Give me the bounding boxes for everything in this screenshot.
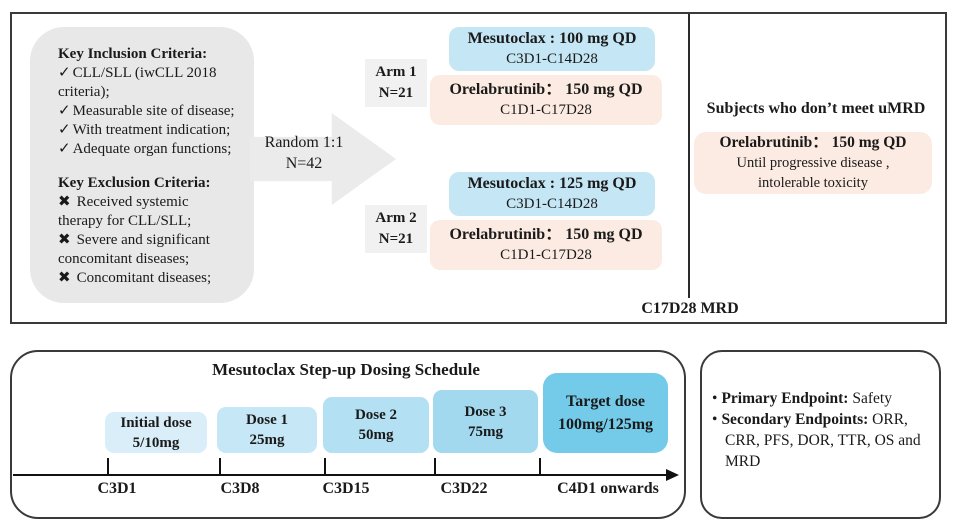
inclusion-criteria-title: Key Inclusion Criteria: bbox=[58, 46, 208, 62]
dose-step-2: Dose 2 50mg bbox=[323, 397, 429, 453]
drug-dose-line: Orelabrutinib： 150 mg QD bbox=[449, 81, 643, 98]
arm1-orelabrutinib-box: Orelabrutinib： 150 mg QD C1D1-C17D28 bbox=[430, 75, 662, 125]
timeline-tick bbox=[219, 458, 221, 475]
arm1-label-box: Arm 1 N=21 bbox=[365, 59, 427, 107]
timeline-label: C3D22 bbox=[440, 480, 488, 497]
drug-schedule-line: C1D1-C17D28 bbox=[500, 247, 592, 263]
timeline-label: C4D1 onwards bbox=[557, 480, 659, 497]
bullet-icon: • bbox=[712, 390, 718, 407]
drug-dose-line: Mesutoclax : 100 mg QD bbox=[467, 30, 637, 47]
drug-schedule-line: C3D1-C14D28 bbox=[506, 51, 598, 67]
bullet-icon: • bbox=[712, 411, 718, 428]
timeline-tick bbox=[324, 458, 326, 475]
timeline-axis bbox=[13, 474, 669, 476]
timeline-label: C3D8 bbox=[220, 480, 260, 497]
timeline-tick bbox=[107, 458, 109, 475]
dose-step-3: Dose 3 75mg bbox=[433, 390, 538, 453]
drug-schedule-line: C1D1-C17D28 bbox=[500, 102, 592, 118]
umrd-header: Subjects who don’t meet uMRD bbox=[706, 100, 926, 117]
dose-step-initial: Initial dose 5/10mg bbox=[105, 412, 207, 453]
dose-step-1: Dose 1 25mg bbox=[217, 407, 317, 453]
timeline-arrowhead-icon bbox=[666, 469, 679, 481]
primary-endpoint-item: • Primary Endpoint: Safety bbox=[712, 390, 892, 407]
drug-dose-line: Orelabrutinib： 150 mg QD bbox=[719, 134, 907, 151]
exclusion-block: Key Exclusion Criteria: ✖ Received system… bbox=[58, 174, 260, 288]
arm1-mesutoclax-box: Mesutoclax : 100 mg QD C3D1-C14D28 bbox=[449, 27, 655, 71]
drug-dose-line: Mesutoclax : 125 mg QD bbox=[467, 175, 637, 192]
check-icon: ✓ bbox=[58, 141, 71, 157]
endpoints-content: • Primary Endpoint: Safety • Secondary End… bbox=[712, 388, 924, 472]
dosing-schedule-title: Mesutoclax Step-up Dosing Schedule bbox=[212, 360, 480, 379]
umrd-treatment-box: Orelabrutinib： 150 mg QD Until progressi… bbox=[694, 132, 932, 194]
inclusion-item: ✓ Adequate organ functions; bbox=[58, 141, 232, 157]
inclusion-item: ✓ CLL/SLL (iwCLL 2018 criteria); bbox=[58, 65, 217, 100]
randomization-label: Random 1:1 N=42 bbox=[264, 134, 344, 172]
cross-icon: ✖ bbox=[58, 232, 71, 248]
drug-schedule-line: C3D1-C14D28 bbox=[506, 196, 598, 212]
criteria-box: Key Inclusion Criteria: ✓ CLL/SLL (iwCLL … bbox=[30, 27, 254, 303]
check-icon: ✓ bbox=[58, 103, 71, 119]
mrd-timepoint-label: C17D28 MRD bbox=[641, 300, 739, 317]
timeline-label: C3D1 bbox=[97, 480, 137, 497]
inclusion-item: ✓ With treatment indication; bbox=[58, 122, 231, 138]
arm2-orelabrutinib-box: Orelabrutinib： 150 mg QD C1D1-C17D28 bbox=[430, 220, 662, 270]
secondary-endpoint-item: • Secondary Endpoints: ORR, CRR, PFS, DOR… bbox=[712, 411, 921, 470]
timeline-tick bbox=[539, 458, 541, 475]
exclusion-item: ✖ Received systemic therapy for CLL/SLL; bbox=[58, 194, 192, 229]
criteria-text: Key Inclusion Criteria: ✓ CLL/SLL (iwCLL … bbox=[58, 45, 260, 288]
check-icon: ✓ bbox=[58, 122, 71, 138]
study-schema-panel: Key Inclusion Criteria: ✓ CLL/SLL (iwCLL … bbox=[10, 12, 947, 324]
drug-dose-line: Orelabrutinib： 150 mg QD bbox=[449, 226, 643, 243]
timeline-tick bbox=[434, 458, 436, 475]
arm2-mesutoclax-box: Mesutoclax : 125 mg QD C3D1-C14D28 bbox=[449, 172, 655, 216]
arm2-label-box: Arm 2 N=21 bbox=[365, 205, 427, 253]
section-divider bbox=[688, 14, 690, 298]
exclusion-criteria-title: Key Exclusion Criteria: bbox=[58, 175, 211, 191]
dose-step-target: Target dose 100mg/125mg bbox=[543, 373, 668, 453]
check-icon: ✓ bbox=[58, 65, 71, 81]
exclusion-item: ✖ Severe and significant concomitant dise… bbox=[58, 232, 210, 267]
inclusion-item: ✓ Measurable site of disease; bbox=[58, 103, 235, 119]
endpoints-panel bbox=[700, 350, 941, 519]
exclusion-item: ✖ Concomitant diseases; bbox=[58, 270, 212, 286]
timeline-label: C3D15 bbox=[322, 480, 370, 497]
cross-icon: ✖ bbox=[58, 270, 71, 286]
cross-icon: ✖ bbox=[58, 194, 71, 210]
